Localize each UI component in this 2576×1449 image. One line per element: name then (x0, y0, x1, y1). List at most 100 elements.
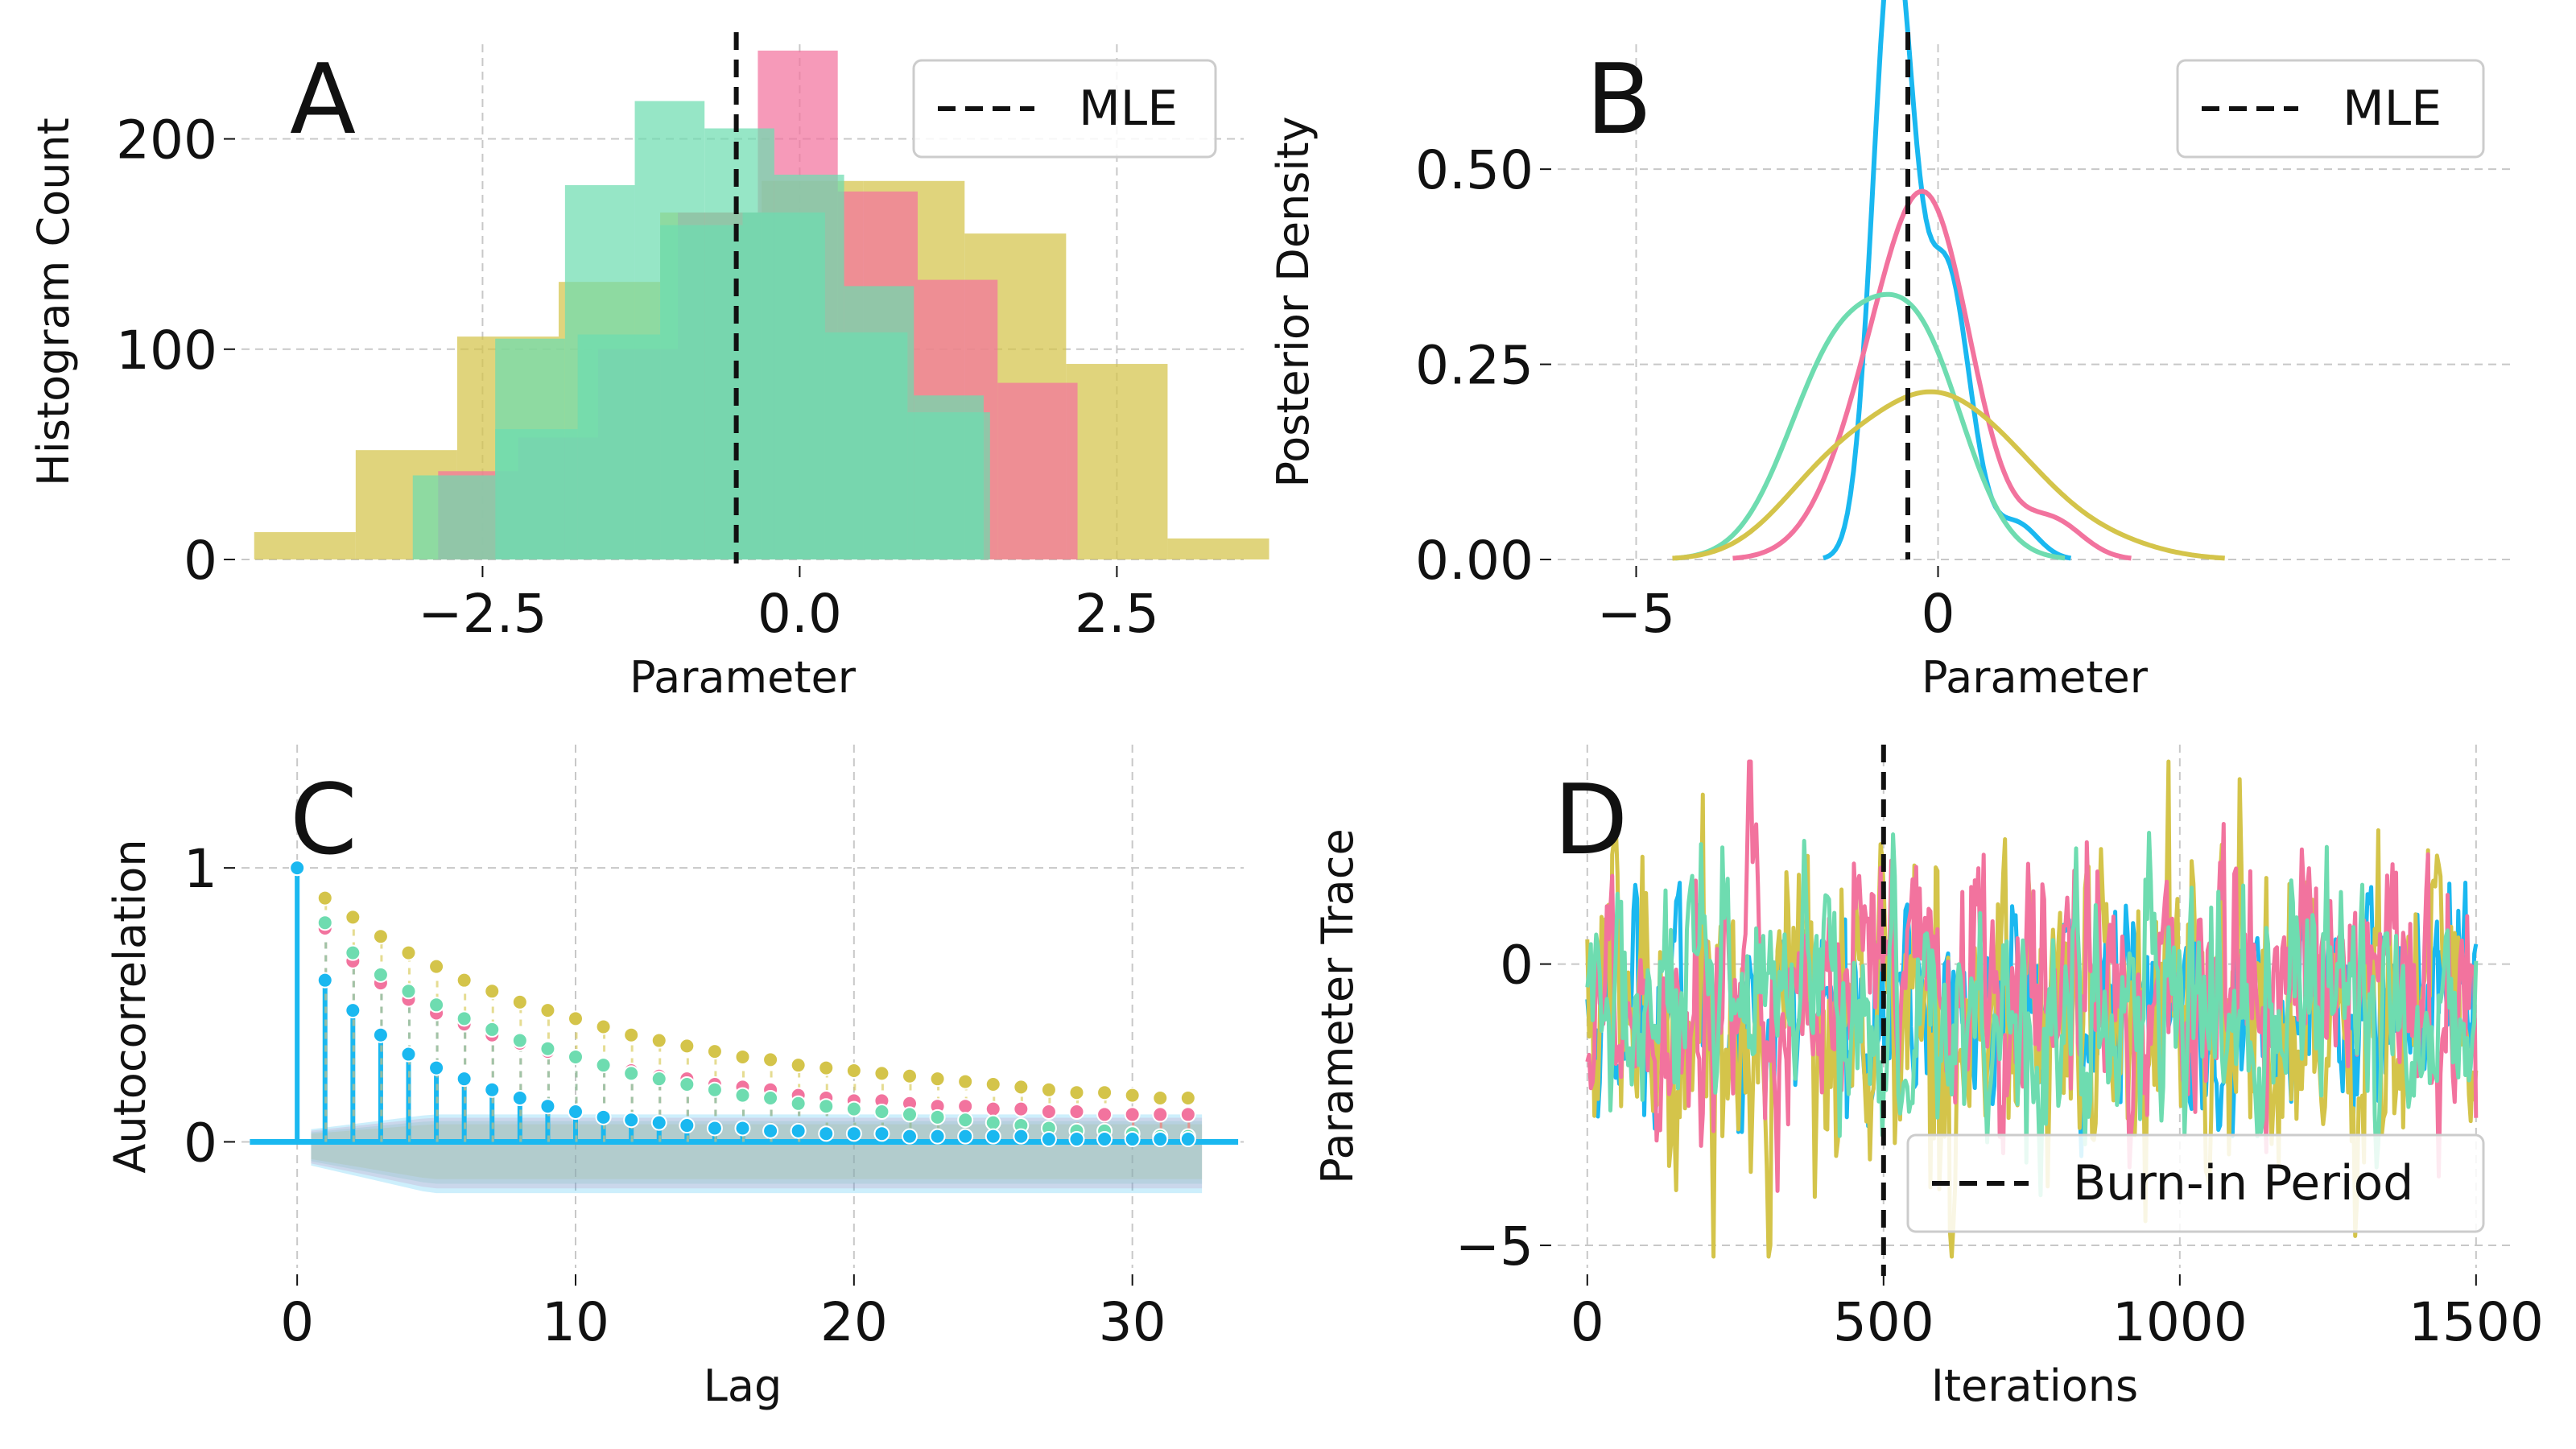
acf-point (957, 1098, 974, 1115)
acf-point (595, 1018, 612, 1035)
acf-point (345, 944, 361, 961)
acf-point (1124, 1106, 1141, 1123)
panel-d: 0 500 1000 1500 −5 0 Iterations Parameter Trace… (1312, 745, 2544, 1411)
acf-point (650, 1071, 667, 1088)
y-tick-label: 1 (184, 838, 217, 900)
acf-point (929, 1108, 946, 1125)
acf-point (345, 1002, 361, 1019)
histogram-bar (254, 532, 356, 559)
x-tick-label: 1000 (2112, 1291, 2248, 1353)
acf-point (400, 983, 417, 1000)
panel-c: 0 10 20 30 0 1 Lag Autocorrelation C (105, 745, 1244, 1411)
x-tick-label: 0 (1571, 1291, 1604, 1353)
acf-point (568, 1010, 584, 1027)
acf-point (1040, 1104, 1057, 1121)
y-axis-label: Histogram Count (28, 118, 79, 486)
histogram-bar (844, 286, 914, 559)
acf-point (706, 1120, 723, 1137)
panel-letter: A (290, 44, 356, 156)
histogram-bar (495, 338, 565, 559)
acf-point (873, 1065, 890, 1082)
x-axis-label: Iterations (1931, 1360, 2138, 1411)
acf-point (1013, 1100, 1030, 1117)
trace-line (1585, 831, 2479, 1198)
acf-point (818, 1125, 835, 1142)
acf-point (1040, 1081, 1057, 1098)
acf-point (511, 993, 528, 1010)
histogram-bar (1167, 538, 1269, 559)
acf-point (400, 944, 417, 961)
acf-point (1068, 1084, 1085, 1101)
acf-point (623, 1065, 640, 1082)
x-tick-label: 0 (1922, 583, 1955, 645)
acf-point (734, 1120, 751, 1137)
trace-line (1585, 759, 2479, 1193)
acf-point (484, 1081, 501, 1098)
acf-point (985, 1114, 1001, 1131)
density-line (1674, 291, 2066, 561)
legend-box (1906, 1133, 2485, 1233)
acf-point (316, 972, 333, 989)
acf-point (539, 1040, 556, 1057)
acf-point (372, 928, 389, 945)
acf-point (568, 1104, 584, 1121)
legend-label: MLE (2343, 80, 2442, 137)
histogram-bar (634, 101, 705, 559)
acf-point (845, 1100, 862, 1117)
acf-point (511, 1032, 528, 1049)
acf-point (902, 1067, 918, 1084)
y-axis-label: Parameter Trace (1312, 828, 1363, 1183)
acf-point (1124, 1131, 1141, 1148)
histogram-bar (774, 174, 844, 560)
x-tick-label: 10 (542, 1291, 609, 1353)
acf-point (1179, 1131, 1196, 1148)
density-line (1672, 389, 2225, 561)
histogram-bar (997, 382, 1078, 559)
acf-point (484, 983, 501, 1000)
confidence-band (311, 1124, 1203, 1179)
acf-point (511, 1090, 528, 1107)
y-tick-label: −5 (1455, 1216, 1534, 1278)
acf-point (372, 1026, 389, 1043)
x-tick-label: −5 (1597, 583, 1675, 645)
acf-point (316, 890, 333, 906)
acf-point (1179, 1090, 1196, 1107)
histogram-series (495, 101, 984, 560)
acf-point (456, 972, 473, 989)
acf-point (650, 1032, 667, 1049)
acf-point (1124, 1087, 1141, 1104)
histogram-bar (564, 185, 635, 560)
acf-point (706, 1043, 723, 1060)
acf-point (734, 1087, 751, 1104)
acf-point (818, 1059, 835, 1076)
acf-point (985, 1075, 1001, 1092)
x-axis-label: Parameter (1922, 652, 2149, 703)
acf-point (1096, 1084, 1113, 1101)
acf-point (790, 1122, 807, 1139)
acf-point (902, 1106, 918, 1123)
acf-point (706, 1081, 723, 1098)
acf-point (845, 1062, 862, 1079)
histogram-bar (704, 128, 774, 559)
y-tick-label: 0 (184, 530, 217, 592)
acf-point (400, 1046, 417, 1063)
panel-letter: C (290, 765, 357, 877)
acf-point (679, 1038, 696, 1055)
acf-point (456, 1010, 473, 1027)
x-tick-label: 1500 (2409, 1291, 2544, 1353)
acf-point (929, 1128, 946, 1145)
legend-box (912, 59, 1217, 159)
x-tick-label: 20 (820, 1291, 888, 1353)
y-tick-label: 100 (116, 320, 217, 382)
x-axis-label: Parameter (630, 652, 857, 703)
y-tick-label: 0.50 (1415, 139, 1534, 201)
legend-label: MLE (1079, 80, 1178, 137)
acf-point (1152, 1106, 1169, 1123)
acf-point (957, 1112, 974, 1129)
acf-point (539, 1098, 556, 1115)
acf-point (316, 914, 333, 931)
acf-point (957, 1073, 974, 1090)
acf-point (595, 1057, 612, 1074)
y-axis-label: Autocorrelation (105, 839, 155, 1173)
